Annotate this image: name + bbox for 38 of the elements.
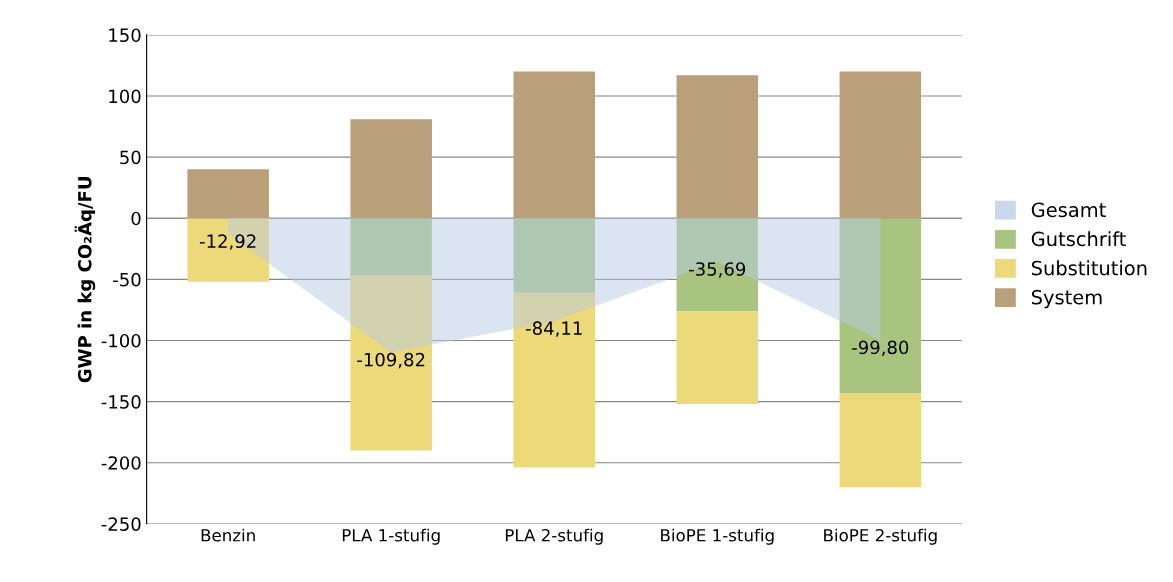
y-tick-label: 50: [120, 150, 141, 165]
data-label: -109,82: [357, 352, 425, 369]
bar: [350, 275, 432, 451]
legend-label: Substitution: [1031, 260, 1147, 276]
x-tick-label: Benzin: [201, 528, 255, 542]
x-tick-label: BioPE 1-stufig: [661, 528, 774, 545]
y-tick-label: -100: [101, 333, 141, 348]
y-tick-label: -150: [101, 395, 141, 409]
data-label: -35,69: [689, 262, 746, 278]
bar: [350, 218, 432, 276]
data-label: -99,80: [852, 340, 909, 357]
legend-label: Gutschrift: [1031, 231, 1126, 247]
y-tick-label: -250: [101, 517, 141, 531]
y-tick-label: -200: [101, 456, 141, 470]
y-axis-title: GWP in kg CO₂Äq/FU: [74, 177, 96, 383]
bar: [676, 75, 759, 219]
y-tick-label: -50: [113, 272, 141, 287]
bar: [839, 393, 922, 488]
data-label: -12,92: [199, 234, 256, 250]
bar: [513, 71, 595, 219]
bar: [513, 292, 595, 468]
bar: [187, 218, 269, 282]
y-tick-label: 0: [131, 211, 141, 226]
x-tick-label: PLA 2-stufig: [505, 528, 603, 545]
bar: [350, 119, 432, 219]
legend-label: Gesamt: [1031, 202, 1106, 218]
bar: [839, 71, 922, 219]
data-label: -84,11: [526, 321, 582, 337]
bar: [187, 169, 269, 219]
x-tick-label: BioPE 2-stufig: [824, 528, 937, 545]
bar: [513, 218, 595, 293]
bar: [676, 218, 759, 312]
bar: [839, 218, 922, 394]
y-tick-label: 100: [109, 89, 141, 104]
bar: [676, 311, 759, 405]
x-tick-label: PLA 1-stufig: [342, 528, 440, 545]
y-tick-label: 150: [109, 28, 141, 43]
legend-label: System: [1031, 289, 1102, 309]
